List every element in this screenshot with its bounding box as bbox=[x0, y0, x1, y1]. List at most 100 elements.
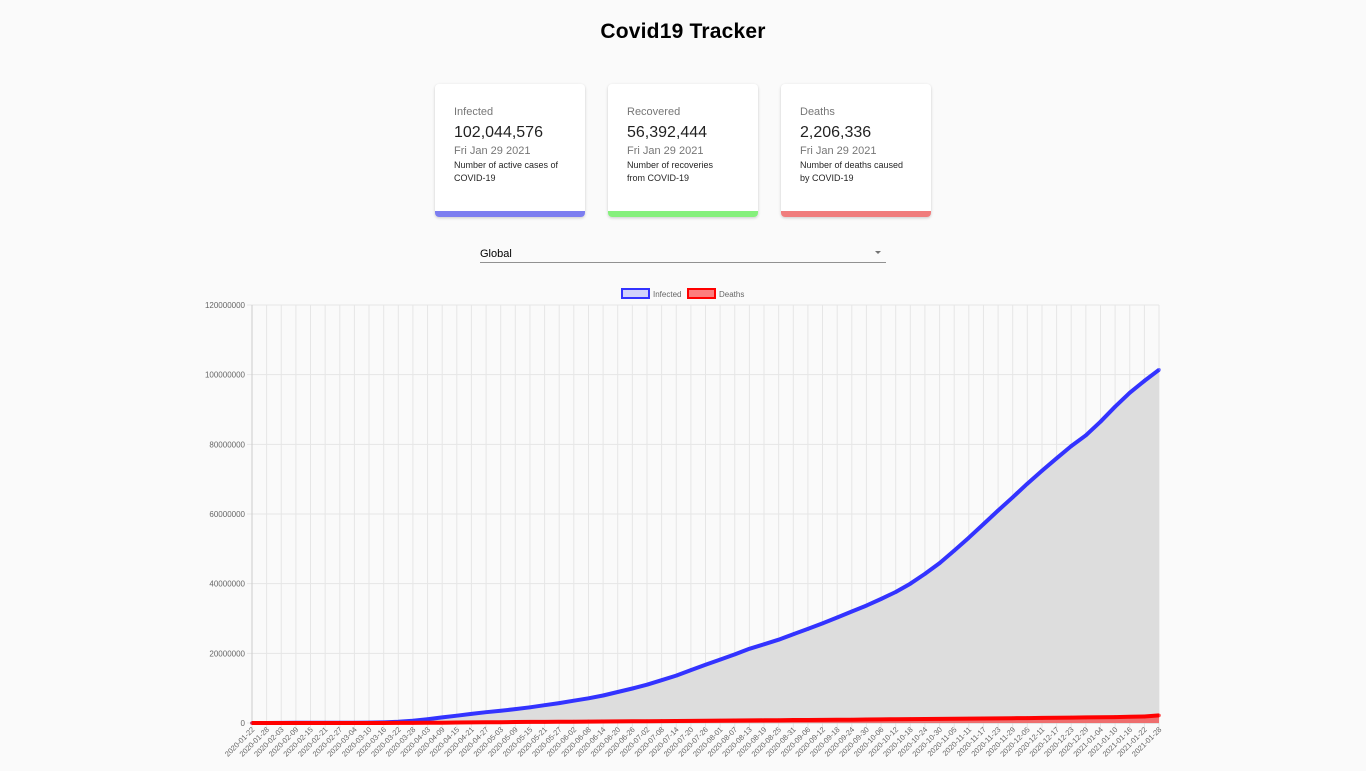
data-point-deaths bbox=[425, 720, 430, 725]
data-point-deaths bbox=[294, 721, 298, 725]
infected-card: Infected 102,044,576 Fri Jan 29 2021 Num… bbox=[435, 84, 585, 217]
data-point-infected bbox=[1069, 444, 1074, 448]
app-title: Covid19 Tracker bbox=[600, 20, 766, 43]
recovered-color-bar bbox=[608, 211, 758, 217]
data-point-infected bbox=[1113, 404, 1117, 409]
data-point-infected bbox=[835, 615, 839, 620]
chevron-down-icon bbox=[875, 251, 881, 254]
y-tick-label: 40000000 bbox=[209, 580, 245, 589]
deaths-card: Deaths 2,206,336 Fri Jan 29 2021 Number … bbox=[781, 84, 931, 217]
data-point-deaths bbox=[513, 720, 518, 724]
data-point-deaths bbox=[879, 717, 883, 722]
card-value: 2,206,336 bbox=[800, 124, 872, 141]
data-point-deaths bbox=[381, 721, 386, 725]
country-select[interactable]: Global bbox=[480, 244, 886, 263]
data-point-deaths bbox=[674, 719, 679, 723]
data-point-deaths bbox=[586, 719, 591, 724]
data-point-infected bbox=[615, 690, 620, 694]
data-point-deaths bbox=[1025, 716, 1030, 720]
data-point-infected bbox=[967, 535, 971, 540]
data-point-deaths bbox=[981, 716, 986, 721]
country-select-value: Global bbox=[480, 248, 512, 260]
data-point-deaths bbox=[1054, 715, 1059, 720]
card-value: 56,392,444 bbox=[627, 124, 708, 141]
data-point-infected bbox=[528, 705, 532, 710]
card-description: Number of recoveries from COVID-19 bbox=[627, 159, 748, 185]
data-point-infected bbox=[542, 703, 547, 708]
data-point-deaths bbox=[411, 721, 415, 725]
data-point-infected bbox=[732, 652, 737, 657]
data-point-deaths bbox=[557, 719, 562, 724]
card-description-line: Number of active cases of bbox=[454, 160, 559, 170]
data-point-infected bbox=[820, 621, 825, 626]
data-point-deaths bbox=[352, 721, 357, 725]
data-point-deaths bbox=[484, 720, 488, 725]
data-point-infected bbox=[864, 603, 869, 608]
data-point-deaths bbox=[952, 716, 956, 721]
data-point-infected bbox=[689, 668, 693, 672]
data-point-infected bbox=[879, 597, 883, 601]
card-description-line: COVID-19 bbox=[454, 173, 496, 183]
data-point-deaths bbox=[908, 717, 913, 721]
data-point-deaths bbox=[718, 718, 722, 723]
legend-swatch bbox=[687, 288, 716, 299]
data-point-infected bbox=[425, 717, 430, 721]
data-point-deaths bbox=[1040, 716, 1044, 720]
y-tick-label: 20000000 bbox=[209, 649, 245, 658]
series-area-deaths bbox=[252, 715, 1159, 723]
card-description: Number of deaths caused by COVID-19 bbox=[800, 159, 921, 185]
data-point-infected bbox=[674, 673, 679, 678]
data-point-infected bbox=[455, 713, 459, 718]
card-description-line: from COVID-19 bbox=[627, 173, 690, 183]
data-point-deaths bbox=[1010, 716, 1015, 721]
data-point-deaths bbox=[732, 718, 737, 723]
data-point-infected bbox=[572, 698, 576, 703]
card-label: Recovered bbox=[627, 106, 681, 118]
data-point-deaths bbox=[703, 718, 708, 723]
data-point-infected bbox=[923, 572, 927, 576]
data-point-deaths bbox=[967, 716, 971, 721]
y-tick-label: 100000000 bbox=[205, 371, 246, 380]
data-point-infected bbox=[586, 696, 591, 701]
data-point-deaths bbox=[1157, 713, 1161, 718]
data-point-deaths bbox=[615, 719, 620, 724]
data-point-infected bbox=[1025, 481, 1030, 486]
data-point-deaths bbox=[1113, 715, 1117, 719]
data-point-infected bbox=[1127, 390, 1132, 395]
data-point-infected bbox=[791, 632, 796, 636]
data-point-deaths bbox=[1084, 715, 1088, 720]
y-tick-label: 0 bbox=[241, 719, 246, 728]
card-label: Deaths bbox=[800, 106, 835, 118]
data-point-infected bbox=[1010, 495, 1015, 500]
data-point-deaths bbox=[250, 721, 254, 725]
data-point-infected bbox=[1142, 379, 1147, 383]
data-point-infected bbox=[659, 678, 664, 682]
data-point-deaths bbox=[396, 721, 401, 725]
data-point-deaths bbox=[996, 716, 1000, 721]
data-point-infected bbox=[1157, 367, 1161, 372]
infected-color-bar bbox=[435, 211, 585, 217]
y-tick-label: 120000000 bbox=[205, 301, 246, 310]
data-point-deaths bbox=[893, 717, 898, 722]
data-point-infected bbox=[645, 682, 649, 687]
stats-cards: Infected 102,044,576 Fri Jan 29 2021 Num… bbox=[435, 84, 931, 217]
data-point-deaths bbox=[367, 721, 371, 725]
data-point-infected bbox=[1084, 433, 1088, 438]
data-point-infected bbox=[1098, 419, 1103, 424]
chart-container: 0 20000000 40000000 60000000 80000000 1000000… bbox=[0, 280, 1366, 771]
data-point-infected bbox=[806, 627, 810, 631]
data-point-infected bbox=[498, 709, 503, 713]
data-point-infected bbox=[703, 663, 708, 667]
data-point-deaths bbox=[791, 718, 796, 722]
data-point-deaths bbox=[747, 718, 752, 723]
legend-label: Deaths bbox=[719, 290, 744, 299]
data-point-deaths bbox=[1069, 715, 1074, 720]
data-point-deaths bbox=[776, 718, 781, 722]
cases-line-chart: 0 20000000 40000000 60000000 80000000 1000000… bbox=[205, 288, 1163, 759]
data-point-infected bbox=[849, 609, 854, 614]
series-area-infected bbox=[252, 369, 1159, 723]
data-point-deaths bbox=[308, 721, 313, 725]
data-point-deaths bbox=[923, 717, 927, 721]
data-point-deaths bbox=[645, 719, 649, 723]
